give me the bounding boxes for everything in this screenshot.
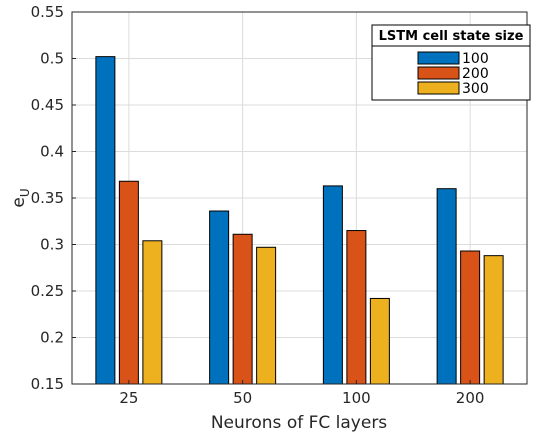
bar-300-100 bbox=[369, 297, 390, 385]
y-tick-label: 0.35 bbox=[31, 189, 64, 207]
y-tick-label: 0.55 bbox=[31, 3, 64, 21]
bar-200-25 bbox=[118, 180, 139, 385]
bar-100-100 bbox=[322, 185, 343, 385]
legend-swatch-300 bbox=[417, 81, 460, 95]
y-tick-label: 0.5 bbox=[40, 50, 64, 68]
x-tick-label: 25 bbox=[119, 389, 138, 407]
y-tick-label: 0.2 bbox=[40, 329, 64, 347]
legend-label-200: 200 bbox=[462, 66, 489, 82]
bar-300-50 bbox=[256, 246, 277, 385]
x-tick-label: 200 bbox=[456, 389, 485, 407]
bar-200-200 bbox=[460, 250, 481, 385]
legend-label-100: 100 bbox=[462, 51, 489, 67]
bar-100-25 bbox=[95, 56, 116, 385]
y-tick-label: 0.15 bbox=[31, 375, 64, 393]
legend-title: LSTM cell state size bbox=[379, 29, 524, 44]
y-axis-label-subscript: U bbox=[18, 188, 32, 197]
bar-200-100 bbox=[346, 230, 367, 385]
bar-200-50 bbox=[232, 233, 253, 385]
x-tick-label: 50 bbox=[233, 389, 252, 407]
y-tick-label: 0.25 bbox=[31, 282, 64, 300]
y-tick-label: 0.3 bbox=[40, 236, 64, 254]
bar-300-200 bbox=[483, 255, 504, 385]
y-axis-label-main: e bbox=[9, 197, 29, 207]
legend-swatch-200 bbox=[417, 66, 460, 80]
tick-labels: 0.15 0.2 0.25 0.3 0.35 0.4 0.45 0.5 0.55 25 50 100 2… bbox=[31, 3, 485, 407]
y-tick-label: 0.45 bbox=[31, 96, 64, 114]
bars bbox=[95, 56, 504, 385]
legend-swatch-100 bbox=[417, 51, 460, 65]
legend-label-300: 300 bbox=[462, 81, 489, 97]
x-axis-label: Neurons of FC layers bbox=[211, 413, 387, 433]
y-tick-label: 0.4 bbox=[40, 143, 64, 161]
y-axis-label: eU bbox=[9, 188, 32, 207]
bar-300-25 bbox=[142, 240, 163, 385]
bar-100-50 bbox=[209, 210, 230, 385]
bar-100-200 bbox=[436, 188, 457, 385]
x-tick-label: 100 bbox=[342, 389, 371, 407]
